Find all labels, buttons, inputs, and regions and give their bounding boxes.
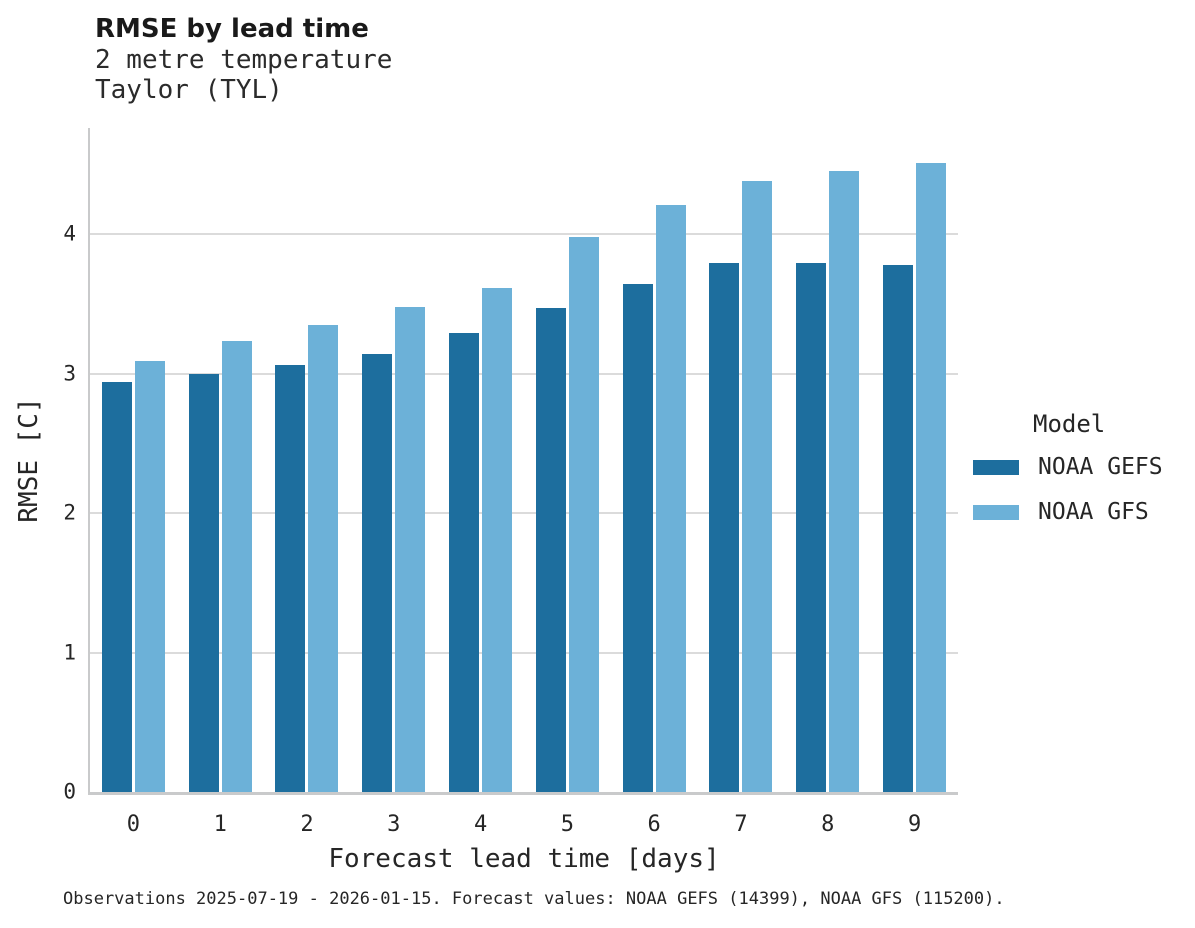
bar-noaa-gfs-day-7: [742, 181, 773, 792]
x-tick-label-8: 8: [821, 812, 835, 837]
x-tick-label-0: 0: [126, 812, 141, 837]
bar-noaa-gefs-day-5: [535, 307, 566, 792]
y-axis-label: RMSE [C]: [14, 397, 44, 523]
y-tick-label-0: 0: [63, 779, 76, 804]
legend-item-noaa-gefs: NOAA GEFS: [973, 454, 1163, 480]
legend: Model NOAA GEFS NOAA GFS: [973, 410, 1163, 544]
chart-subtitle-station: Taylor (TYL): [95, 75, 283, 105]
legend-swatch: [973, 504, 1019, 520]
bar-noaa-gefs-day-1: [188, 373, 219, 792]
bars: [90, 128, 958, 792]
chart-subtitle-variable: 2 metre temperature: [95, 45, 393, 75]
gridline-2: [90, 512, 958, 515]
chart-header: RMSE by lead time 2 metre temperature Ta…: [95, 14, 392, 105]
x-tick-label-1: 1: [213, 812, 227, 837]
y-tick-label-3: 3: [63, 361, 76, 386]
y-tick-label-4: 4: [63, 221, 76, 246]
x-tick-label-2: 2: [300, 812, 314, 837]
bar-noaa-gfs-day-2: [308, 324, 339, 792]
x-tick-label-9: 9: [907, 812, 922, 837]
bar-group-day-8: [784, 128, 871, 792]
bar-group-day-0: [90, 128, 177, 792]
chart-title: RMSE by lead time: [95, 14, 369, 44]
gridline-1: [90, 651, 958, 654]
bar-group-day-1: [177, 128, 264, 792]
x-axis-label: Forecast lead time [days]: [328, 844, 720, 874]
bar-group-day-9: [871, 128, 958, 792]
bar-noaa-gefs-day-2: [275, 365, 306, 792]
bar-noaa-gfs-day-0: [134, 360, 165, 792]
y-tick-label-1: 1: [63, 640, 76, 665]
bar-noaa-gefs-day-9: [883, 264, 914, 792]
legend-item-noaa-gfs: NOAA GFS: [973, 499, 1163, 525]
bar-group-day-5: [524, 128, 611, 792]
bar-group-day-4: [437, 128, 524, 792]
bar-noaa-gefs-day-0: [101, 381, 132, 792]
bar-noaa-gefs-day-3: [362, 353, 393, 792]
y-tick-label-2: 2: [63, 500, 76, 525]
gridline-4: [90, 233, 958, 236]
legend-swatch: [973, 459, 1019, 475]
bar-group-day-2: [264, 128, 351, 792]
x-tick-label-5: 5: [560, 812, 574, 837]
bar-noaa-gfs-day-9: [916, 162, 947, 792]
x-axis-ticks: 0 1 2 3 4 5 6 7 8 9: [90, 812, 958, 837]
bar-noaa-gfs-day-5: [568, 236, 599, 792]
gridline-3: [90, 372, 958, 375]
x-tick-label-7: 7: [734, 812, 748, 837]
legend-title: Model: [1033, 410, 1106, 438]
bar-group-day-3: [350, 128, 437, 792]
bar-noaa-gfs-day-4: [482, 288, 513, 792]
legend-label: NOAA GEFS: [1038, 454, 1163, 480]
footer-note: Observations 2025-07-19 - 2026-01-15. Fo…: [63, 889, 1005, 909]
bar-noaa-gefs-day-4: [449, 333, 480, 792]
bar-noaa-gefs-day-8: [796, 263, 827, 792]
bar-noaa-gefs-day-6: [622, 284, 653, 792]
x-tick-label-4: 4: [473, 812, 488, 837]
plot-area: 0 1 2 3 4 0 1 2 3 4 5 6 7 8 9 Forecast lead time [day…: [14, 128, 958, 874]
x-tick-label-3: 3: [387, 812, 401, 837]
x-tick-label-6: 6: [647, 812, 661, 837]
bar-group-day-6: [611, 128, 698, 792]
bar-noaa-gfs-day-8: [829, 171, 860, 792]
bar-group-day-7: [698, 128, 785, 792]
bar-noaa-gfs-day-1: [221, 341, 252, 792]
bar-noaa-gfs-day-6: [655, 204, 686, 792]
legend-label: NOAA GFS: [1038, 499, 1149, 525]
bar-noaa-gefs-day-7: [709, 263, 740, 792]
bar-noaa-gfs-day-3: [395, 306, 426, 792]
